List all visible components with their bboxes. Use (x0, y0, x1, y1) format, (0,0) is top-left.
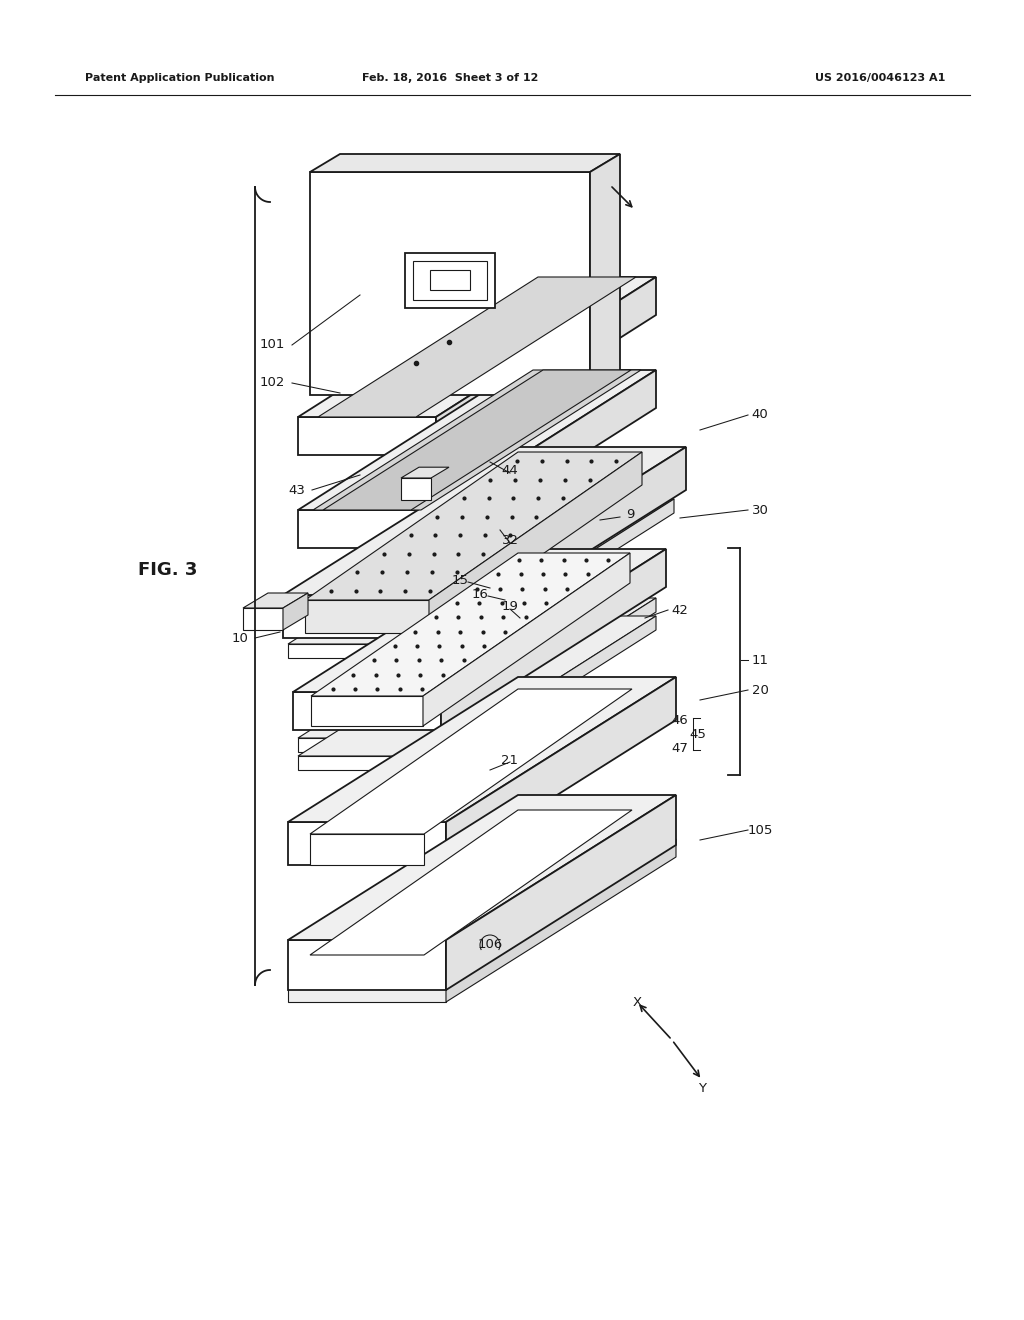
Text: US 2016/0046123 A1: US 2016/0046123 A1 (815, 73, 945, 83)
Text: Y: Y (698, 1081, 706, 1094)
Polygon shape (283, 595, 451, 638)
Polygon shape (298, 616, 656, 756)
Polygon shape (441, 549, 666, 730)
Polygon shape (466, 610, 488, 628)
Polygon shape (298, 417, 436, 455)
Text: 20: 20 (752, 684, 768, 697)
Polygon shape (466, 601, 503, 610)
Polygon shape (243, 593, 308, 609)
Polygon shape (488, 601, 503, 628)
Text: FIG. 3: FIG. 3 (138, 561, 198, 579)
Text: 32: 32 (502, 533, 518, 546)
Polygon shape (446, 677, 676, 865)
Text: 101: 101 (260, 338, 285, 351)
Polygon shape (446, 840, 676, 1002)
Polygon shape (288, 983, 446, 1002)
Polygon shape (298, 738, 436, 752)
Text: II: II (596, 168, 604, 182)
Text: 45: 45 (689, 729, 707, 742)
Text: 9: 9 (626, 508, 634, 521)
Text: X: X (633, 997, 642, 1010)
Polygon shape (288, 822, 446, 865)
Polygon shape (310, 810, 632, 954)
Polygon shape (446, 499, 674, 657)
Text: 16: 16 (472, 587, 488, 601)
Polygon shape (305, 601, 429, 634)
Polygon shape (436, 598, 656, 752)
Text: 11: 11 (752, 653, 768, 667)
Polygon shape (243, 609, 283, 630)
Polygon shape (429, 451, 642, 634)
Text: 44: 44 (502, 463, 518, 477)
Text: 106: 106 (477, 939, 503, 952)
Polygon shape (406, 252, 495, 308)
Text: 46: 46 (672, 714, 688, 726)
Polygon shape (436, 277, 656, 455)
Text: Feb. 18, 2016  Sheet 3 of 12: Feb. 18, 2016 Sheet 3 of 12 (361, 73, 539, 83)
Polygon shape (318, 277, 636, 417)
Polygon shape (288, 795, 676, 940)
Polygon shape (283, 447, 686, 595)
Polygon shape (401, 467, 449, 478)
Polygon shape (311, 553, 630, 696)
Text: 40: 40 (752, 408, 768, 421)
Polygon shape (298, 756, 436, 770)
Polygon shape (313, 370, 641, 510)
Polygon shape (590, 154, 620, 395)
Polygon shape (293, 692, 441, 730)
Polygon shape (430, 271, 470, 290)
Polygon shape (305, 451, 642, 601)
Polygon shape (298, 370, 656, 510)
Polygon shape (298, 277, 656, 417)
Polygon shape (310, 172, 590, 395)
Polygon shape (436, 616, 656, 770)
Text: 30: 30 (752, 503, 768, 516)
Polygon shape (413, 260, 487, 300)
Polygon shape (311, 696, 423, 726)
Text: 15: 15 (452, 573, 469, 586)
Polygon shape (288, 644, 446, 657)
Polygon shape (288, 940, 446, 990)
Polygon shape (310, 834, 424, 865)
Polygon shape (293, 549, 666, 692)
Polygon shape (288, 840, 676, 983)
Polygon shape (451, 447, 686, 638)
Text: 19: 19 (502, 601, 518, 614)
Text: 105: 105 (748, 824, 773, 837)
Text: 43: 43 (288, 483, 305, 496)
Polygon shape (423, 553, 630, 726)
Polygon shape (436, 370, 656, 548)
Text: 21: 21 (502, 754, 518, 767)
Polygon shape (288, 677, 676, 822)
Text: 10: 10 (231, 631, 248, 644)
Polygon shape (310, 154, 620, 172)
Text: 42: 42 (672, 603, 688, 616)
Polygon shape (298, 510, 436, 548)
Text: Patent Application Publication: Patent Application Publication (85, 73, 274, 83)
Polygon shape (298, 598, 656, 738)
Polygon shape (283, 593, 308, 630)
Polygon shape (288, 499, 674, 644)
Polygon shape (310, 689, 632, 834)
Polygon shape (446, 795, 676, 990)
Text: 102: 102 (260, 376, 285, 389)
Polygon shape (401, 478, 431, 500)
Polygon shape (323, 370, 631, 510)
Text: 47: 47 (672, 742, 688, 755)
